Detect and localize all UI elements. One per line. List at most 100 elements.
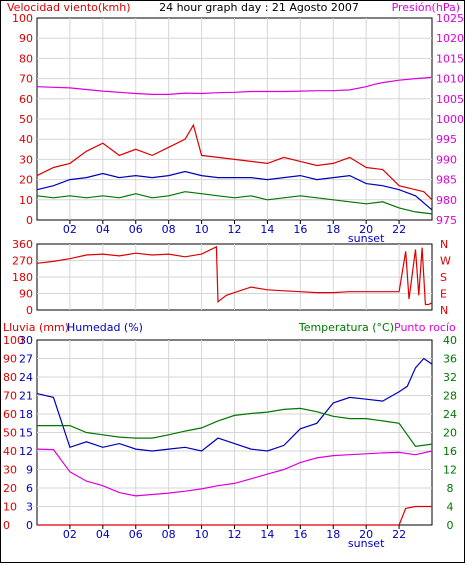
- panel2-compass-label: N: [440, 238, 448, 251]
- panel1-series-mean: [36, 170, 433, 211]
- panel3-x-tick-label: 02: [63, 528, 77, 541]
- panel2-left-tick-label: 180: [12, 271, 33, 284]
- panel2-compass-label: W: [440, 255, 451, 268]
- panel3-temp-tick-label: 36: [443, 353, 457, 366]
- panel1-right-tick-label: 985: [436, 174, 457, 187]
- panel1-left-tick-label: 80: [19, 52, 33, 65]
- panel3-rain-tick-label: 60: [3, 408, 17, 421]
- panel2-left-tick-label: 270: [12, 255, 33, 268]
- header-wind-label: Velocidad viento(kmh): [7, 1, 131, 14]
- panel3-x-tick-label: 20: [359, 528, 373, 541]
- panel1-x-tick-label: 22: [392, 223, 406, 236]
- panel1-left-tick-label: 0: [26, 214, 33, 227]
- panel3-humidity-tick-label: 21: [19, 390, 33, 403]
- panel1-left-tick-label: 70: [19, 73, 33, 86]
- panel3-x-tick-label: 18: [326, 528, 340, 541]
- panel1-left-tick-label: 20: [19, 174, 33, 187]
- panel3-temp-tick-label: 20: [443, 427, 457, 440]
- panel3-rain-tick-label: 40: [3, 445, 17, 458]
- panel3-series-humedad: [36, 357, 433, 452]
- panel3-x-tick-label: 22: [392, 528, 406, 541]
- panel1-left-tick-label: 50: [19, 113, 33, 126]
- panel1-x-tick-label: 14: [260, 223, 274, 236]
- panel2-left-tick-label: 360: [12, 238, 33, 251]
- panel3-humidity-tick-label: 27: [19, 353, 33, 366]
- panel3-temp-tick-label: 28: [443, 390, 457, 403]
- panel1-right-tick-label: 1025: [436, 12, 464, 25]
- panel3-x-tick-label: 06: [129, 528, 143, 541]
- panel3-rain-tick-label: 90: [3, 353, 17, 366]
- panel1-x-tick-label: 18: [326, 223, 340, 236]
- panel3-temp-tick-label: 12: [443, 464, 457, 477]
- panel3-temp-tick-label: 16: [443, 445, 457, 458]
- header-rain-label: Lluvia (mm): [3, 321, 69, 334]
- panel1-x-tick-label: 20: [359, 223, 373, 236]
- panel3-series-lluviamm: [37, 505, 432, 526]
- panel1-left-tick-label: 100: [12, 12, 33, 25]
- panel3-temp-tick-label: 8: [447, 482, 454, 495]
- panel3-x-tick-label: 04: [96, 528, 110, 541]
- panel2-series-direction: [36, 245, 433, 306]
- panel1-left-tick-label: 40: [19, 133, 33, 146]
- panel1-right-tick-label: 1000: [436, 113, 464, 126]
- panel1-right-tick-label: 1005: [436, 93, 464, 106]
- panel3-temp-tick-label: 24: [443, 408, 457, 421]
- panel3-rain-tick-label: 30: [3, 464, 17, 477]
- panel3-humidity-tick-label: 24: [19, 371, 33, 384]
- panel3-temp-tick-label: 4: [447, 501, 454, 514]
- panel3-sunset-label: sunset: [348, 537, 385, 550]
- panel1-right-tick-label: 1010: [436, 73, 464, 86]
- panel1-right-tick-label: 990: [436, 153, 457, 166]
- panel1-series-presinhpa: [36, 76, 433, 96]
- panel1-x-tick-label: 16: [293, 223, 307, 236]
- header-humidity-label: Humedad (%): [67, 321, 143, 334]
- panel3-humidity-tick-label: 15: [19, 427, 33, 440]
- panel1-sunset-label: sunset: [348, 232, 385, 245]
- panel3-humidity-tick-label: 12: [19, 445, 33, 458]
- panel3-rain-tick-label: 0: [3, 519, 10, 532]
- panel3-rain-tick-label: 100: [3, 334, 24, 347]
- panel1-right-tick-label: 995: [436, 133, 457, 146]
- panel1-x-tick-label: 02: [63, 223, 77, 236]
- panel1-right-tick-label: 980: [436, 194, 457, 207]
- panel3-rain-tick-label: 20: [3, 482, 17, 495]
- panel1-left-tick-label: 10: [19, 194, 33, 207]
- panel3-series-puntoroco: [36, 448, 433, 497]
- panel1-right-tick-label: 1015: [436, 52, 464, 65]
- panel3-temp-tick-label: 32: [443, 371, 457, 384]
- panel1-series-gust: [36, 123, 433, 201]
- panel3-humidity-tick-label: 3: [26, 501, 33, 514]
- header-pressure-label: Presión(hPa): [392, 1, 460, 14]
- panel2-compass-label: E: [440, 288, 447, 301]
- panel1-left-tick-label: 30: [19, 153, 33, 166]
- panel2-left-tick-label: 90: [19, 288, 33, 301]
- panel1-right-tick-label: 975: [436, 214, 457, 227]
- panel3-rain-tick-label: 80: [3, 371, 17, 384]
- header-temp-label: Temperatura (°C): [298, 321, 394, 334]
- panel2-compass-label: S: [440, 271, 447, 284]
- panel1-x-tick-label: 10: [195, 223, 209, 236]
- panel2-compass-label: N: [440, 304, 448, 317]
- panel3-humidity-tick-label: 0: [26, 519, 33, 532]
- panel1-series-low: [36, 191, 433, 215]
- panel2-left-tick-label: 0: [26, 304, 33, 317]
- panel3-temp-tick-label: 0: [447, 519, 454, 532]
- panel1-x-tick-label: 12: [228, 223, 242, 236]
- panel3-x-tick-label: 14: [260, 528, 274, 541]
- panel1-x-tick-label: 06: [129, 223, 143, 236]
- panel1-x-tick-label: 08: [162, 223, 176, 236]
- panel3-humidity-tick-label: 9: [26, 464, 33, 477]
- panel3-temp-tick-label: 40: [443, 334, 457, 347]
- panel3-x-tick-label: 12: [228, 528, 242, 541]
- panel3-x-tick-label: 10: [195, 528, 209, 541]
- panel3-x-tick-label: 16: [293, 528, 307, 541]
- panel3-x-tick-label: 08: [162, 528, 176, 541]
- header-dewpoint-label: Punto rocío: [394, 321, 456, 334]
- panel1-right-tick-label: 1020: [436, 32, 464, 45]
- panel1-left-tick-label: 90: [19, 32, 33, 45]
- panel3-series-temperaturac: [37, 407, 433, 448]
- panel1-x-tick-label: 04: [96, 223, 110, 236]
- panel3-rain-tick-label: 10: [3, 501, 17, 514]
